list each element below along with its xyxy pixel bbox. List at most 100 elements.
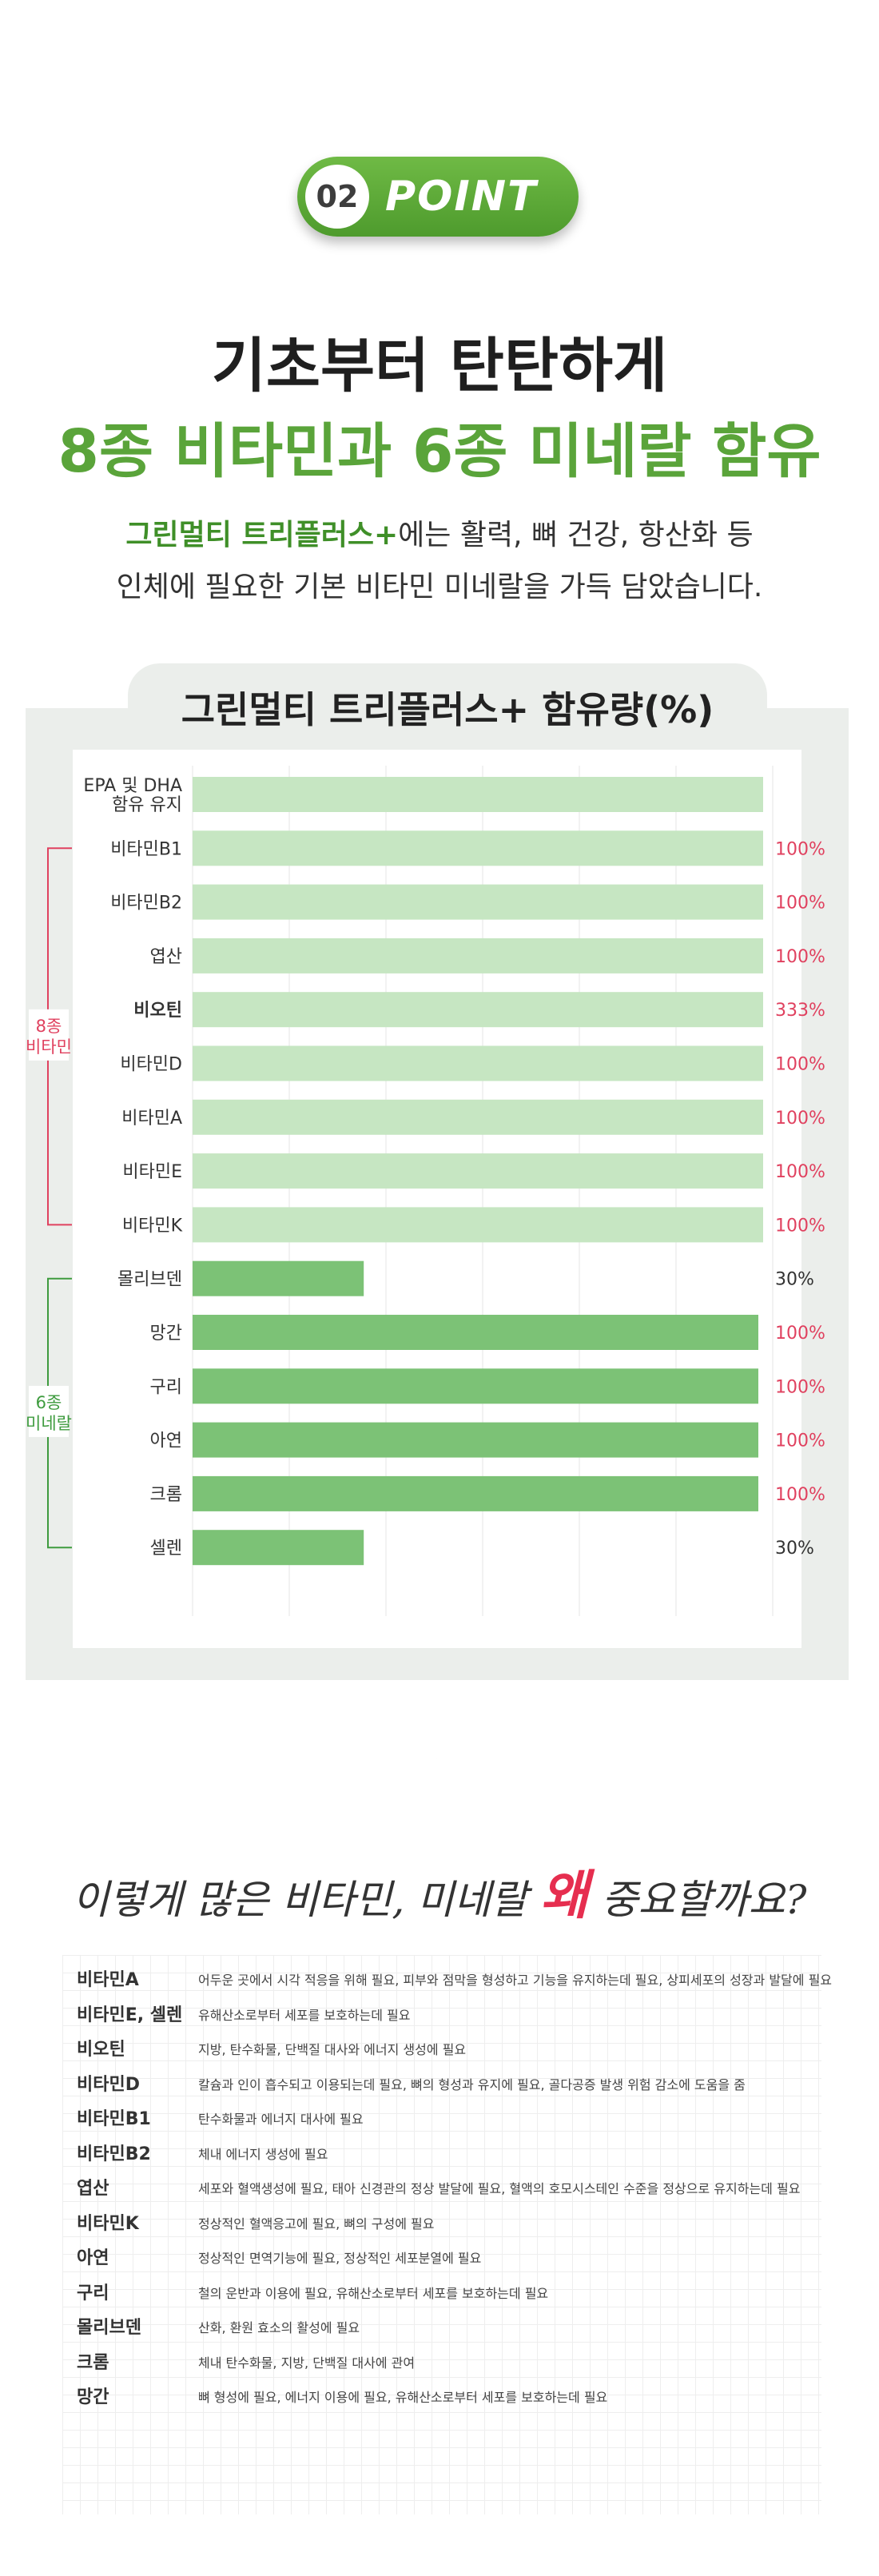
info-row-name: 비타민B1 bbox=[77, 2104, 151, 2136]
info-row-name: 비타민E, 셀렌 bbox=[77, 2000, 182, 2032]
value-label: 30% bbox=[775, 1539, 814, 1559]
info-row-name: 아연 bbox=[77, 2243, 109, 2275]
bar-1 bbox=[193, 830, 763, 866]
info-row: 망간 뼈 형성에 필요, 에너지 이용에 필요, 유해산소로부터 세포를 보호하는… bbox=[62, 2382, 821, 2414]
info-row: 비타민B2 체내 에너지 생성에 필요 bbox=[62, 2139, 821, 2171]
category-label: 아연 bbox=[150, 1431, 182, 1451]
info-row-name: 비타민D bbox=[77, 2069, 140, 2101]
value-label: 100% bbox=[775, 839, 825, 859]
bar-11 bbox=[193, 1368, 758, 1403]
category-label: 엽산 bbox=[150, 947, 182, 967]
bar-7 bbox=[193, 1153, 763, 1188]
info-row-desc: 뼈 형성에 필요, 에너지 이용에 필요, 유해산소로부터 세포를 보호하는데 … bbox=[198, 2382, 607, 2414]
value-label: 100% bbox=[775, 894, 825, 914]
value-label: 100% bbox=[775, 1109, 825, 1129]
info-row-desc: 탄수화물과 에너지 대사에 필요 bbox=[198, 2104, 364, 2136]
subtitle-line2: 인체에 필요한 기본 비타민 미네랄을 가득 담았습니다. bbox=[0, 563, 879, 605]
info-row-desc: 체내 에너지 생성에 필요 bbox=[198, 2139, 328, 2171]
category-label: 비타민B1 bbox=[110, 839, 182, 859]
bar-3 bbox=[193, 938, 763, 973]
info-row-desc: 유해산소로부터 세포를 보호하는데 필요 bbox=[198, 2000, 411, 2032]
question-before: 이렇게 많은 비타민, 미네랄 bbox=[73, 1877, 540, 1923]
bar-9 bbox=[193, 1261, 364, 1296]
info-row-desc: 체내 탄수화물, 지방, 단백질 대사에 관여 bbox=[198, 2347, 415, 2379]
info-row: 구리 철의 운반과 이용에 필요, 유해산소로부터 세포를 보호하는데 필요 bbox=[62, 2278, 821, 2310]
value-label: 100% bbox=[775, 1216, 825, 1236]
info-row-name: 비오틴 bbox=[77, 2034, 125, 2066]
bar-4 bbox=[193, 992, 763, 1027]
info-row: 비타민B1 탄수화물과 에너지 대사에 필요 bbox=[62, 2104, 821, 2136]
question-why: 왜 bbox=[540, 1864, 589, 1926]
info-row: 비타민D 칼슘과 인이 흡수되고 이용되는데 필요, 뼈의 형성과 유지에 필요,… bbox=[62, 2069, 821, 2101]
info-row-name: 비타민B2 bbox=[77, 2139, 151, 2171]
value-label: 100% bbox=[775, 1055, 825, 1075]
category-label: 비타민B2 bbox=[110, 894, 182, 914]
decorative-slash bbox=[400, 1758, 473, 1759]
info-row: 비타민K 정상적인 혈액응고에 필요, 뼈의 구성에 필요 bbox=[62, 2208, 821, 2240]
category-label: 몰리브덴 bbox=[117, 1270, 182, 1290]
info-row: 아연 정상적인 면역기능에 필요, 정상적인 세포분열에 필요 bbox=[62, 2243, 821, 2275]
category-label: 비타민A bbox=[121, 1109, 182, 1129]
headline-line2: 8종 비타민과 6종 미네랄 함유 bbox=[0, 404, 879, 489]
info-row-desc: 산화, 환원 효소의 활성에 필요 bbox=[198, 2312, 360, 2344]
bar-14 bbox=[193, 1530, 364, 1565]
chart-panel: EPA 및 DHA함유 유지비타민B1 100% 비타민B2 100% 엽산 100% 비오… bbox=[26, 708, 849, 1680]
category-label: 구리 bbox=[150, 1377, 182, 1397]
info-row-desc: 정상적인 혈액응고에 필요, 뼈의 구성에 필요 bbox=[198, 2208, 434, 2240]
info-row-desc: 칼슘과 인이 흡수되고 이용되는데 필요, 뼈의 형성과 유지에 필요, 골다공… bbox=[198, 2069, 746, 2101]
info-row-desc: 지방, 탄수화물, 단백질 대사와 에너지 생성에 필요 bbox=[198, 2034, 466, 2066]
info-row: 엽산 세포와 혈액생성에 필요, 태아 신경관의 정상 발달에 필요, 혈액의 호… bbox=[62, 2173, 821, 2205]
value-label: 100% bbox=[775, 1162, 825, 1182]
info-row-name: 몰리브덴 bbox=[77, 2312, 141, 2344]
nutrient-info-list: 비타민A어두운 곳에서 시각 적응을 위해 필요, 피부와 점막을 형성하고 기… bbox=[62, 1955, 821, 2514]
question-after: 중요할까요? bbox=[589, 1877, 807, 1923]
category-label: 비타민D bbox=[120, 1055, 182, 1075]
info-row-desc: 정상적인 면역기능에 필요, 정상적인 세포분열에 필요 bbox=[198, 2243, 481, 2275]
category-label: 비오틴 bbox=[133, 1001, 182, 1021]
value-label: 100% bbox=[775, 1485, 825, 1505]
value-label: 333% bbox=[775, 1001, 825, 1021]
bar-8 bbox=[193, 1207, 763, 1242]
info-row: 비오틴 지방, 탄수화물, 단백질 대사와 에너지 생성에 필요 bbox=[62, 2034, 821, 2066]
info-row-desc: 어두운 곳에서 시각 적응을 위해 필요, 피부와 점막을 형성하고 기능을 유… bbox=[198, 1965, 832, 1997]
info-row-name: 크롬 bbox=[77, 2347, 109, 2379]
info-row: 몰리브덴 산화, 환원 효소의 활성에 필요 bbox=[62, 2312, 821, 2344]
value-label: 100% bbox=[775, 947, 825, 967]
info-row-name: 비타민K bbox=[77, 2208, 139, 2240]
point-badge: 02 POINT bbox=[297, 157, 579, 237]
bar-12 bbox=[193, 1423, 758, 1458]
info-row: 비타민A어두운 곳에서 시각 적응을 위해 필요, 피부와 점막을 형성하고 기… bbox=[62, 1965, 821, 1997]
chart-svg: EPA 및 DHA함유 유지비타민B1 100% 비타민B2 100% 엽산 100% 비오… bbox=[26, 708, 849, 1680]
badge-number: 02 bbox=[305, 165, 369, 229]
value-label: 100% bbox=[775, 1377, 825, 1397]
subtitle-line1: 그린멀티 트리플러스+에는 활력, 뼈 건강, 항산화 등 bbox=[0, 512, 879, 553]
info-row-name: 망간 bbox=[77, 2382, 109, 2414]
subtitle-line1-rest: 에는 활력, 뼈 건강, 항산화 등 bbox=[398, 519, 753, 551]
badge-label: POINT bbox=[385, 157, 538, 237]
category-label: 셀렌 bbox=[150, 1539, 182, 1559]
bar-5 bbox=[193, 1046, 763, 1081]
subtitle-brand: 그린멀티 트리플러스+ bbox=[125, 519, 398, 551]
info-row-name: 엽산 bbox=[77, 2173, 109, 2205]
category-label: 크롬 bbox=[150, 1485, 182, 1505]
info-row-name: 비타민A bbox=[77, 1965, 139, 1997]
value-label: 100% bbox=[775, 1324, 825, 1344]
bar-6 bbox=[193, 1100, 763, 1135]
info-row-desc: 세포와 혈액생성에 필요, 태아 신경관의 정상 발달에 필요, 혈액의 호모시… bbox=[198, 2173, 800, 2205]
value-label: 30% bbox=[775, 1270, 814, 1290]
category-label: 비타민K bbox=[122, 1216, 183, 1236]
chart-title: 그린멀티 트리플러스+ 함유량(%) bbox=[128, 681, 767, 734]
category-label: 망간 bbox=[150, 1324, 182, 1344]
question-heading: 이렇게 많은 비타민, 미네랄 왜 중요할까요? bbox=[0, 1853, 879, 1929]
headline-line1: 기초부터 탄탄하게 bbox=[0, 318, 879, 404]
info-row-name: 구리 bbox=[77, 2278, 109, 2310]
info-row: 비타민E, 셀렌 유해산소로부터 세포를 보호하는데 필요 bbox=[62, 2000, 821, 2032]
category-label: EPA 및 DHA함유 유지 bbox=[83, 776, 182, 815]
bar-0 bbox=[193, 777, 763, 812]
info-row: 크롬 체내 탄수화물, 지방, 단백질 대사에 관여 bbox=[62, 2347, 821, 2379]
info-row-desc: 철의 운반과 이용에 필요, 유해산소로부터 세포를 보호하는데 필요 bbox=[198, 2278, 548, 2310]
category-label: 비타민E bbox=[122, 1162, 182, 1182]
value-label: 100% bbox=[775, 1431, 825, 1451]
bar-13 bbox=[193, 1476, 758, 1511]
bar-10 bbox=[193, 1315, 758, 1350]
